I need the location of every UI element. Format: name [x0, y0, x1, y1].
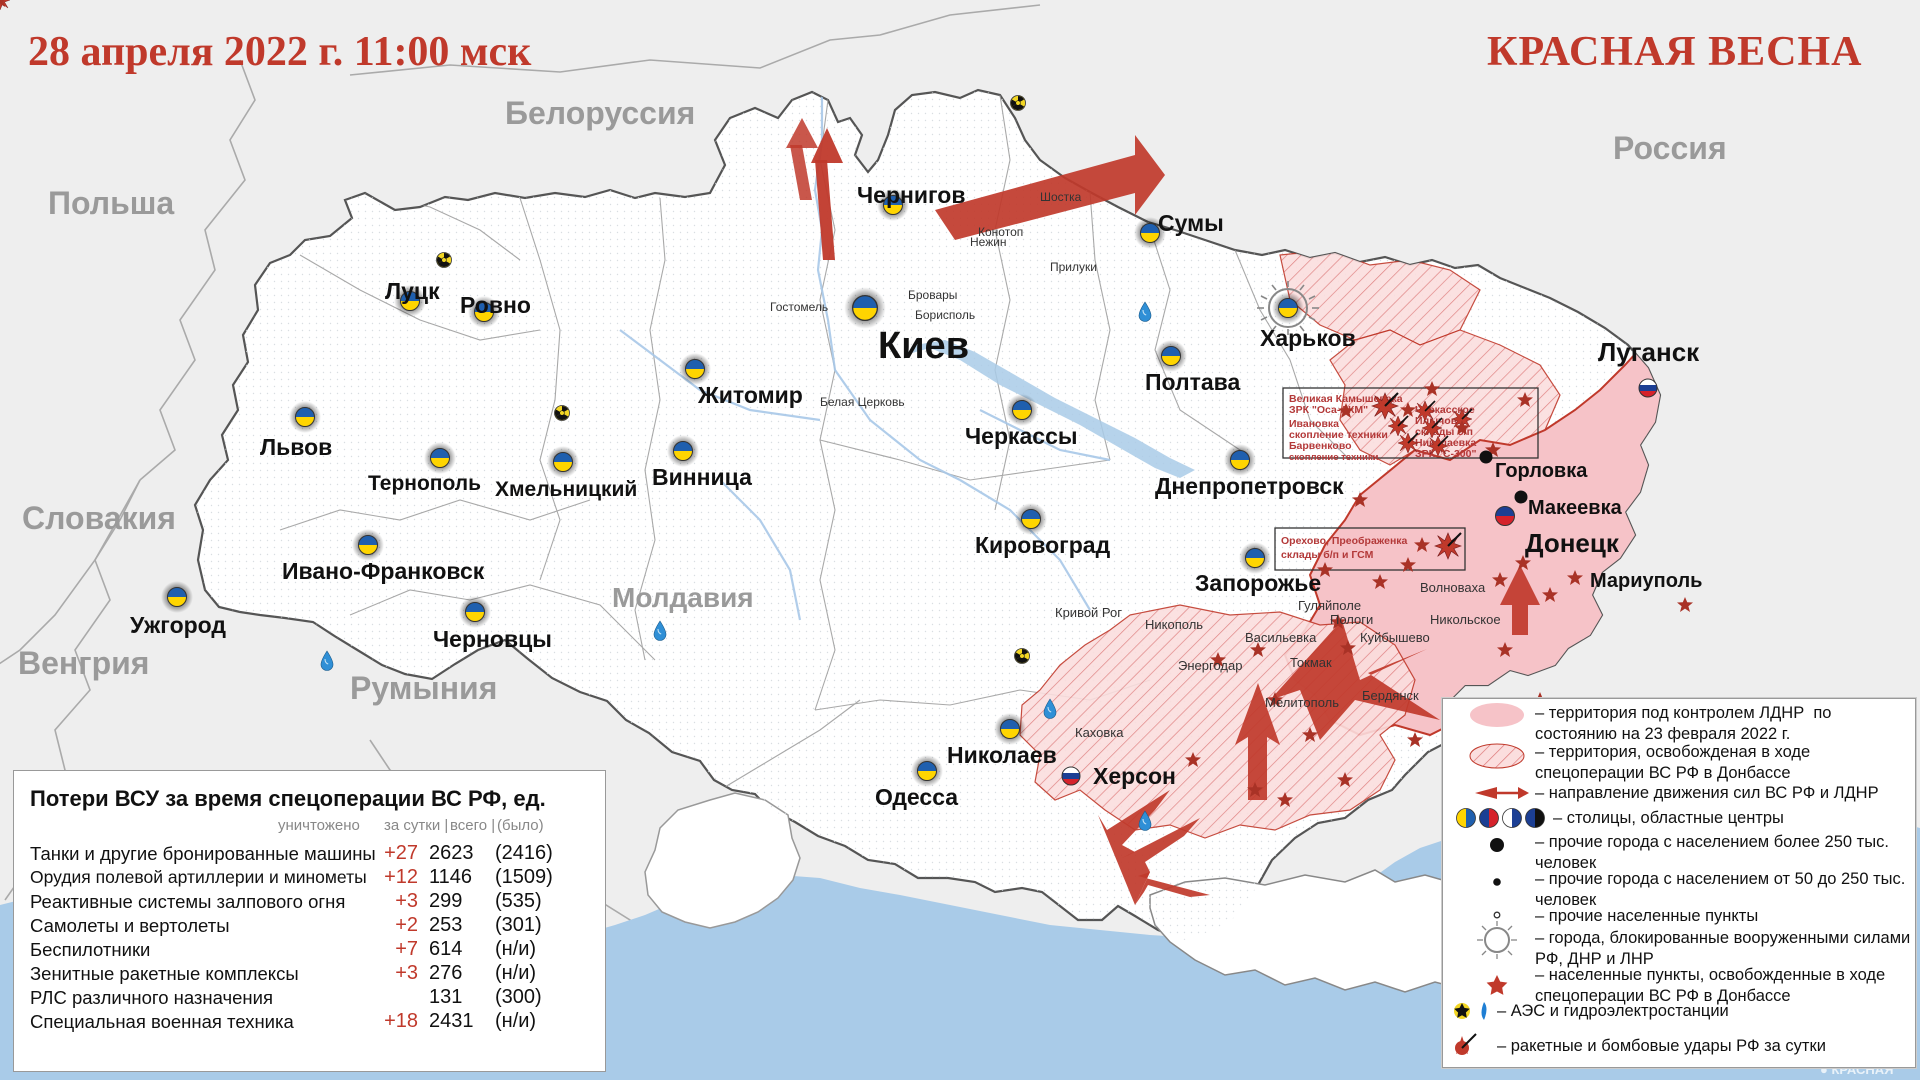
svg-text:Барвенково: Барвенково: [1289, 440, 1352, 452]
svg-text:склады б/п и ГСМ: склады б/п и ГСМ: [1281, 549, 1374, 561]
svg-text:скопление техники: скопление техники: [1289, 452, 1379, 463]
svg-text:Орехово, Преображенка: Орехово, Преображенка: [1281, 535, 1408, 547]
svg-text:ЗРК "Оса-АКМ": ЗРК "Оса-АКМ": [1289, 404, 1368, 416]
